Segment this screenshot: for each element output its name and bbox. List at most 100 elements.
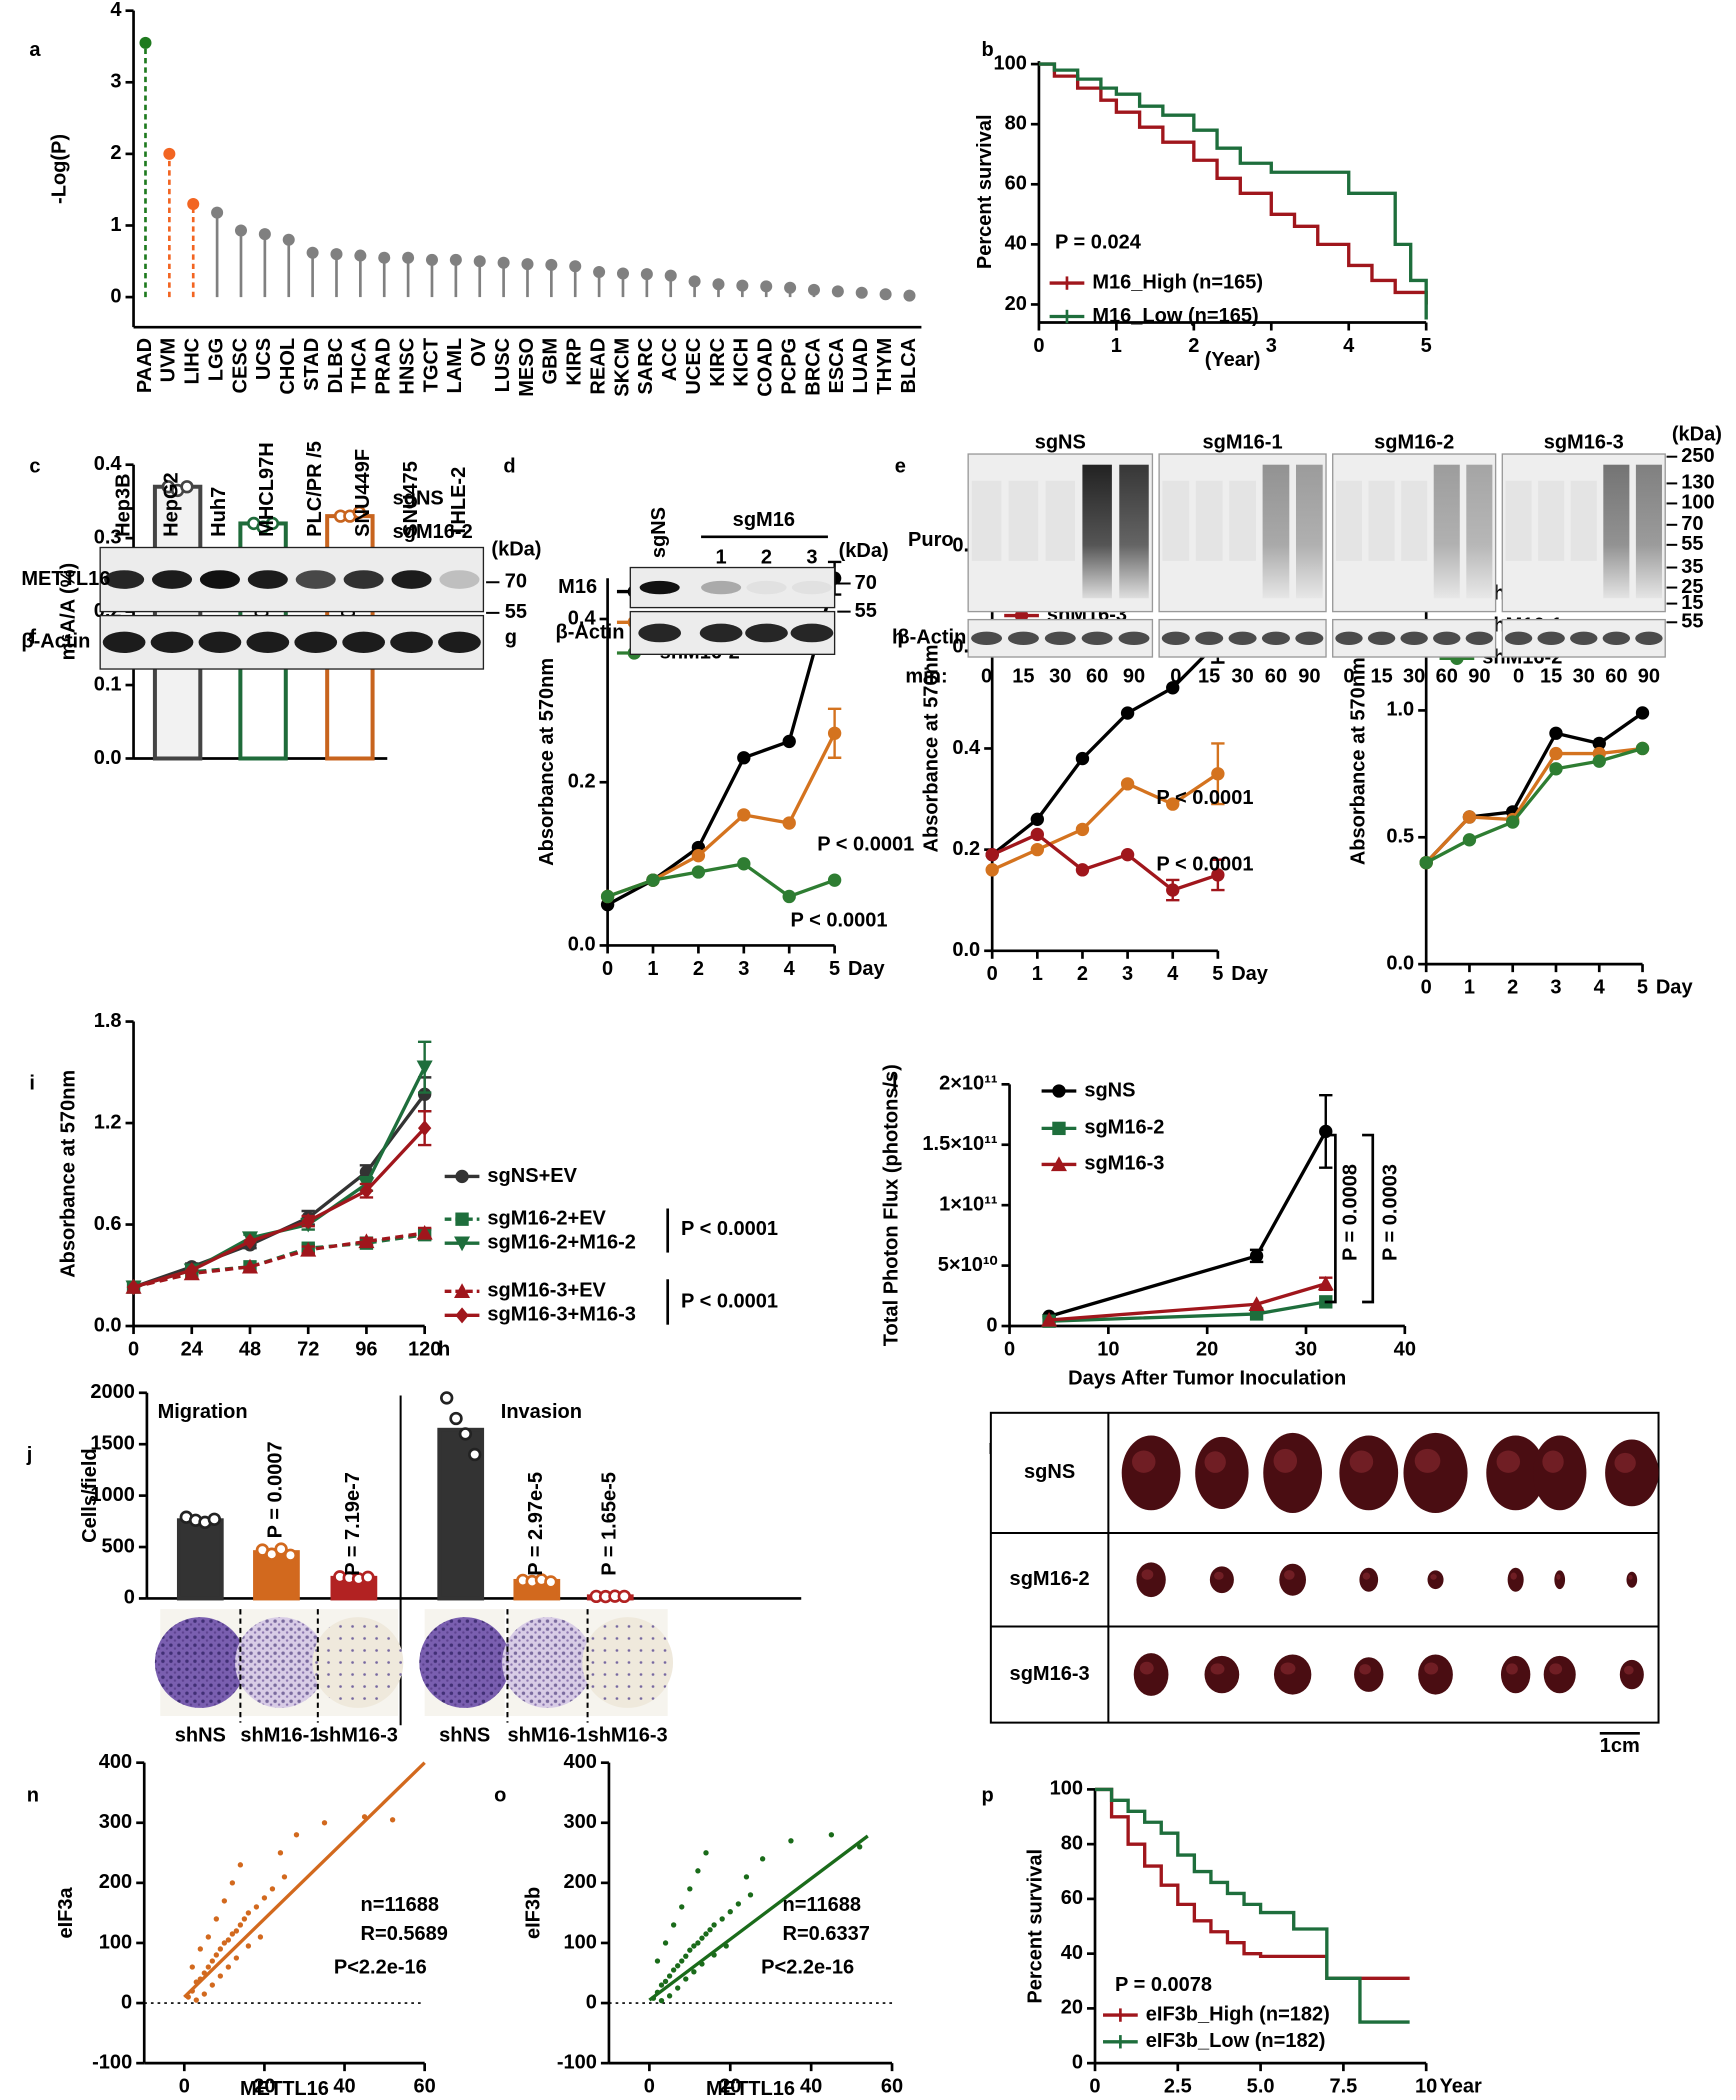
survival-curve — [1038, 62, 1428, 305]
y-tick-label: 20 — [1061, 1997, 1083, 2019]
band — [104, 570, 145, 589]
annotation: P < 0.0001 — [791, 910, 888, 932]
scatter-point — [727, 1909, 733, 1915]
x-tick-label: 10 — [1415, 2075, 1437, 2097]
row-label: sgM16-2 — [1010, 1568, 1090, 1590]
smear — [1466, 464, 1493, 599]
scatter-point — [857, 1844, 863, 1850]
scatter-point — [735, 1901, 742, 1907]
x-tick-label: 96 — [355, 1338, 377, 1360]
tumor — [1543, 1655, 1576, 1694]
legend-marker — [1014, 608, 1029, 623]
x-tick-label: 1 — [1032, 963, 1043, 985]
unit-label: (kDa) — [1672, 424, 1722, 446]
scatter-point — [695, 1868, 701, 1874]
marker — [417, 1120, 432, 1137]
x-axis-label: METTL16 — [706, 2078, 795, 2100]
scatter-point — [711, 1922, 717, 1928]
x-tick-label: 20 — [1196, 1338, 1218, 1360]
legend-label: sgNS+EV — [487, 1165, 577, 1187]
dot — [712, 278, 725, 291]
scatter-point — [217, 1973, 224, 1979]
y-tick-label: 0.4 — [94, 453, 123, 475]
scatter-point — [205, 1934, 211, 1940]
line-series — [1424, 746, 1643, 864]
scatter-point — [205, 1964, 211, 1970]
smear — [1162, 480, 1190, 561]
band — [1602, 631, 1631, 645]
x-tick-label: LGG — [205, 338, 227, 381]
panel-letter: g — [505, 627, 517, 649]
scatter-point — [321, 1820, 328, 1826]
lane-label: 3 — [806, 546, 817, 568]
marker — [358, 1233, 375, 1249]
scatter-point — [687, 1947, 693, 1953]
dot — [473, 255, 486, 268]
panel-letter: o — [494, 1784, 506, 1806]
x-tick-label: 3 — [738, 958, 749, 980]
smear — [1570, 480, 1597, 561]
data-point — [207, 1512, 222, 1526]
micrograph-cells — [502, 1617, 593, 1708]
line-series — [607, 862, 836, 899]
scatter-point — [662, 1978, 669, 1985]
marker — [1120, 848, 1135, 862]
annotation: P < 0.0001 — [681, 1218, 778, 1240]
band — [1570, 631, 1598, 645]
tumor-highlight — [1359, 1664, 1371, 1675]
band — [1295, 631, 1324, 645]
time-label: 15 — [1012, 665, 1034, 687]
scatter-point — [213, 1916, 220, 1922]
y-tick-label: 0.4 — [952, 737, 981, 759]
smear — [1195, 480, 1223, 561]
legend-label: sgM16-2 — [393, 521, 473, 543]
y-tick-label: 40 — [1061, 1942, 1083, 1964]
y-tick-label: -100 — [557, 2051, 597, 2073]
scatter-point — [683, 1953, 689, 1959]
x-tick-label: 3 — [1122, 963, 1133, 985]
group-label: sgNS — [1035, 432, 1086, 454]
scatter-point — [233, 1955, 240, 1961]
image-label: shM16-3 — [318, 1724, 398, 1746]
band — [1044, 631, 1076, 645]
y-tick-label: 0 — [124, 1587, 135, 1609]
x-tick-label: 40 — [333, 2075, 355, 2097]
y-tick-label: 60 — [1061, 1887, 1083, 1909]
dot — [784, 281, 797, 294]
y-axis-label: eIF3b — [522, 1887, 544, 1939]
time-label: 30 — [1231, 665, 1253, 687]
dot — [187, 198, 200, 211]
tumor — [1403, 1432, 1468, 1513]
y-tick-label: 0.0 — [94, 747, 122, 769]
tumor-highlight — [1496, 1450, 1521, 1473]
y-tick-label: 100 — [994, 52, 1027, 74]
micrograph-cells — [419, 1617, 511, 1708]
marker — [1506, 815, 1520, 829]
panel-letter: d — [503, 456, 515, 478]
marker — [737, 857, 751, 871]
band — [1261, 631, 1290, 645]
scatter-point — [788, 1838, 794, 1844]
x-tick-label: HNSC — [396, 338, 418, 395]
band — [246, 631, 290, 653]
annotation: P < 0.0001 — [817, 834, 914, 856]
line-series — [1425, 746, 1643, 865]
marker — [646, 873, 660, 887]
x-tick-label: THCA — [349, 338, 371, 394]
scatter-point — [658, 1997, 665, 2004]
annotation: R=0.6337 — [783, 1923, 870, 1945]
marker — [1462, 810, 1477, 824]
y-axis-label: Total Photon Flux (photons/s) — [880, 1064, 902, 1346]
y-tick-label: 300 — [99, 1811, 132, 1833]
scatter-point — [679, 1904, 685, 1910]
lane-label: THLE-2 — [448, 467, 470, 537]
panel-letter: l — [892, 1073, 898, 1095]
panel-letter: a — [29, 39, 41, 61]
marker — [1549, 746, 1563, 761]
smear — [971, 480, 1002, 561]
tumor — [1121, 1435, 1181, 1511]
dot — [306, 246, 319, 259]
band — [390, 631, 433, 653]
bracket — [1362, 1133, 1375, 1304]
x-tick-label: ESCA — [826, 338, 848, 394]
